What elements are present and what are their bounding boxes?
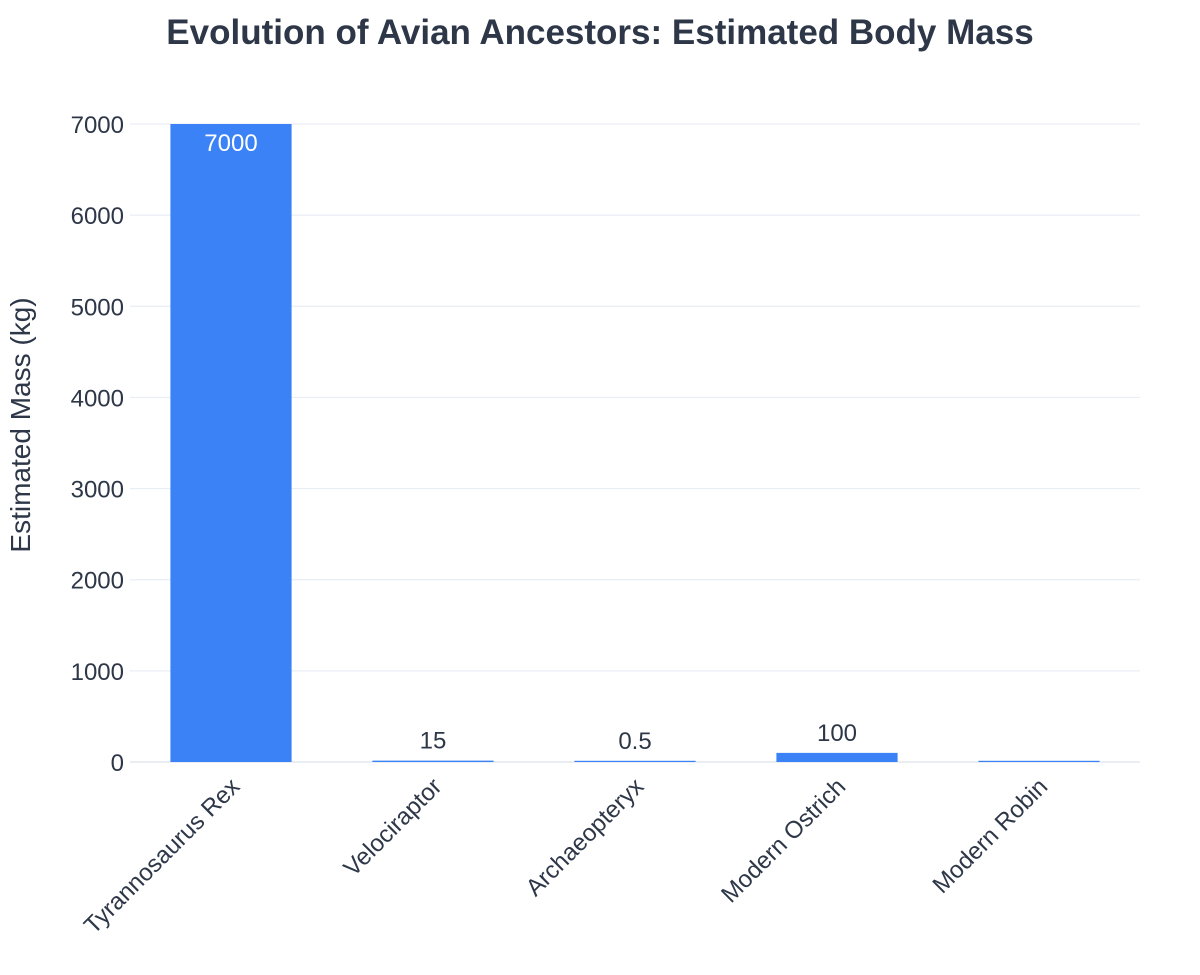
bar-archaeopteryx (574, 760, 696, 762)
x-tick-label: Velociraptor (339, 773, 448, 882)
gridlines (130, 123, 1140, 763)
x-tick-label: Modern Ostrich (716, 773, 851, 908)
y-tick-label: 1000 (71, 659, 124, 686)
x-axis-ticks: Tyrannosaurus Rex Velociraptor Archaeopter… (79, 773, 1053, 939)
data-label: 7000 (204, 130, 257, 157)
bars (170, 124, 1100, 762)
bar-modern-robin (978, 760, 1100, 762)
x-tick-label: Archaeopteryx (521, 773, 650, 902)
bar-tyrannosaurus-rex (170, 124, 292, 762)
bar-modern-ostrich (776, 752, 898, 762)
data-label: 100 (817, 720, 857, 747)
y-tick-label: 3000 (71, 477, 124, 504)
data-label: 15 (420, 728, 447, 755)
y-tick-label: 7000 (71, 112, 124, 139)
data-label: 0.5 (618, 728, 651, 755)
bar-velociraptor (372, 760, 494, 762)
y-axis-ticks: 0 1000 2000 3000 4000 5000 6000 7000 (71, 112, 124, 777)
y-tick-label: 2000 (71, 568, 124, 595)
x-tick-label: Tyrannosaurus Rex (79, 773, 245, 939)
data-labels: 7000 15 0.5 100 (204, 130, 857, 755)
chart-title: Evolution of Avian Ancestors: Estimated … (166, 13, 1033, 52)
y-axis-title: Estimated Mass (kg) (5, 297, 36, 552)
y-tick-label: 5000 (71, 294, 124, 321)
y-tick-label: 6000 (71, 203, 124, 230)
y-tick-label: 0 (111, 750, 124, 777)
x-tick-label: Modern Robin (928, 773, 1054, 899)
y-tick-label: 4000 (71, 385, 124, 412)
